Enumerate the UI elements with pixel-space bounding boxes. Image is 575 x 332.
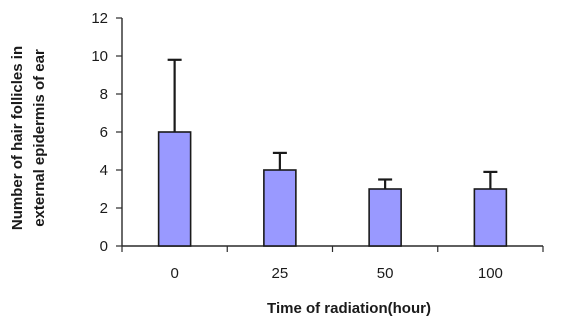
y-tick-label-2: 2 xyxy=(100,200,108,217)
y-tick-label-0: 0 xyxy=(100,238,108,255)
y-tick-label-8: 8 xyxy=(100,86,108,103)
y-axis-title-line-2: external epidermis of ear xyxy=(31,49,48,227)
y-tick-label-10: 10 xyxy=(91,48,108,65)
bar-25 xyxy=(263,169,297,247)
x-tick-label-100: 100 xyxy=(478,265,503,282)
y-tick-label-6: 6 xyxy=(100,124,108,141)
x-tick-label-50: 50 xyxy=(377,265,394,282)
y-tick-label-12: 12 xyxy=(91,10,108,27)
x-tick-label-0: 0 xyxy=(170,265,178,282)
plot-area: 0 2 4 6 8 10 12 0 25 50 100 xyxy=(91,10,544,282)
y-axis-title-line-1: Number of hair follicles in xyxy=(9,46,26,230)
bar-50 xyxy=(368,188,402,247)
x-tick-label-25: 25 xyxy=(272,265,289,282)
bar-100 xyxy=(473,188,508,247)
x-axis-title: Time of radiation(hour) xyxy=(267,300,431,317)
bar-0 xyxy=(157,131,192,247)
y-tick-label-4: 4 xyxy=(100,162,108,179)
y-axis-title: Number of hair follicles in external epi… xyxy=(9,46,48,230)
